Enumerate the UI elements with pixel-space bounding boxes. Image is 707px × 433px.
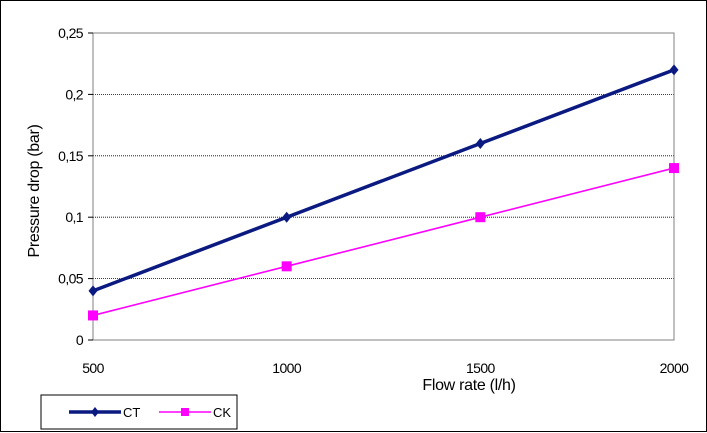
series-line-ct (92, 68, 675, 293)
y-tick-label: 0,25 (58, 25, 84, 41)
legend-label-ct: CT (123, 405, 140, 420)
y-axis-title: Pressure drop (bar) (26, 124, 43, 257)
series-line-ck (92, 167, 675, 317)
series-lines (88, 64, 679, 321)
x-tick-label: 1500 (466, 360, 496, 376)
x-tick-label: 2000 (660, 360, 690, 376)
y-tick-label: 0,15 (58, 148, 84, 164)
data-point-ck (281, 261, 292, 272)
x-axis-title: Flow rate (l/h) (422, 377, 515, 394)
y-tick-label: 0,05 (58, 271, 84, 287)
data-point-ck (88, 310, 98, 321)
legend-label-ck: CK (213, 405, 231, 420)
data-point-ct (88, 285, 98, 297)
legend-marker-ck (181, 408, 189, 416)
legend: CT CK (40, 394, 238, 430)
y-tick-label: 0,1 (65, 209, 83, 225)
plot-area-border (92, 32, 675, 341)
legend-items: CT CK (69, 405, 231, 420)
y-tick-label: 0,2 (65, 86, 83, 102)
data-point-ck (669, 163, 679, 174)
data-point-ck (475, 212, 486, 223)
x-tick-label: 1000 (272, 360, 302, 376)
data-point-ct (282, 211, 292, 223)
grid-lines (93, 94, 674, 280)
legend-marker-ct (91, 407, 99, 417)
x-tick-label: 500 (82, 360, 104, 376)
x-axis-ticks: 500 1000 1500 2000 (82, 360, 690, 376)
data-point-ct (669, 64, 679, 76)
y-axis-ticks: 0 0,05 0,1 0,15 0,2 0,25 (58, 25, 93, 348)
data-point-ct (475, 138, 485, 150)
y-tick-label: 0 (76, 332, 84, 348)
